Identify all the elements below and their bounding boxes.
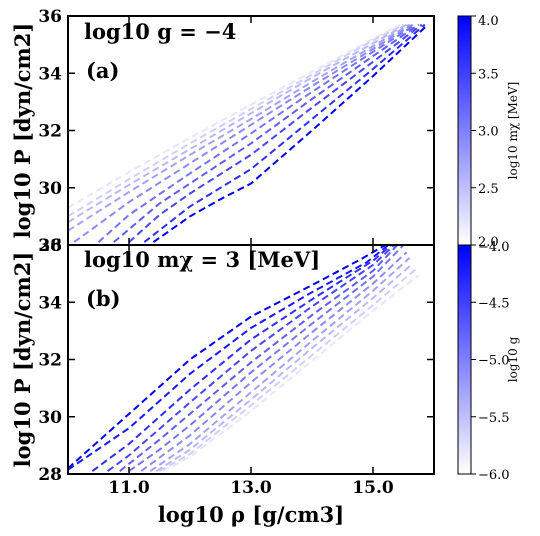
colorbar-b: −6.0 −5.5 −5.0 −4.5 −4.0 log10 g	[457, 240, 520, 483]
panel-a-annotation: log10 g = −4	[84, 19, 236, 44]
cbtick-label-a-0: 2.0	[478, 235, 499, 250]
ytick-label-a-4: 36	[38, 7, 62, 27]
series-line-a-1	[68, 23, 404, 218]
series-line-b-7	[149, 257, 411, 472]
series-line-b-9	[159, 268, 417, 472]
colorbar-a-gradient	[457, 15, 472, 246]
colorbar-b-gradient	[457, 244, 472, 475]
ytick-label-b-4: 36	[38, 236, 62, 256]
ytick-label-a-3: 34	[38, 64, 62, 84]
ytick-label-a-1: 30	[38, 179, 62, 199]
series-line-a-6	[113, 23, 420, 243]
cbtick-label-a-4: 4.0	[478, 14, 499, 29]
cbtick-label-b-2: −5.0	[478, 354, 510, 369]
panel-b-xlabel: log10 ρ [g/cm3]	[158, 502, 344, 527]
panel-a-label: (a)	[86, 58, 119, 83]
series-line-b-10	[162, 274, 420, 472]
panel-a-frame	[67, 15, 435, 246]
series-line-b-0	[68, 245, 386, 470]
series-line-b-5	[128, 245, 405, 472]
cbtick-label-b-0: −6.0	[478, 468, 510, 483]
series-line-a-5	[97, 23, 417, 243]
cbtick-label-b-1: −5.5	[478, 411, 510, 426]
ytick-label-a-2: 32	[38, 122, 62, 142]
series-line-b-6	[140, 251, 408, 472]
xtick-label-b-1: 13.0	[230, 478, 272, 498]
series-line-b-8	[155, 262, 414, 472]
cbtick-label-b-4: −4.0	[478, 240, 510, 255]
cbtick-label-b-3: −4.5	[478, 296, 510, 311]
ytick-label-b-0: 28	[38, 465, 62, 485]
panel-b-frame	[67, 244, 435, 475]
ytick-label-b-2: 32	[38, 351, 62, 371]
panel-b: 28 30 32 34 36 11.0 13.0 15.0 log10 mχ = 3 [MeV…	[10, 236, 435, 527]
cbtick-label-a-3: 3.5	[478, 67, 499, 82]
colorbar-a: 2.0 2.5 3.0 3.5 4.0 log10 mχ [MeV]	[457, 14, 520, 250]
series-line-b-2	[91, 245, 392, 472]
series-line-a-4	[73, 23, 414, 243]
panel-b-label: (b)	[86, 286, 121, 311]
series-line-a-2	[68, 23, 408, 223]
colorbar-b-label: log10 g	[506, 336, 520, 382]
series-line-a-9	[152, 23, 429, 243]
series-line-b-1	[68, 245, 389, 471]
colorbar-b-ticks: −6.0 −5.5 −5.0 −4.5 −4.0	[471, 240, 510, 483]
series-line-a-8	[143, 23, 426, 243]
ticks-a: 28 30 32 34 36	[38, 7, 434, 256]
panel-b-ylabel: log10 P [dyn/cm2]	[10, 252, 35, 468]
xtick-label-b-2: 15.0	[352, 478, 394, 498]
panel-b-annotation: log10 mχ = 3 [MeV]	[84, 247, 320, 272]
cbtick-label-a-2: 3.0	[478, 125, 499, 140]
series-line-a-3	[68, 23, 411, 232]
series-line-b-3	[107, 245, 395, 472]
panel-a-ylabel: log10 P [dyn/cm2]	[10, 23, 35, 239]
series-group-b	[68, 245, 420, 472]
colorbar-a-label: log10 mχ [MeV]	[506, 82, 520, 180]
ytick-label-b-3: 34	[38, 293, 62, 313]
cbtick-label-a-1: 2.5	[478, 182, 499, 197]
series-group-a	[68, 23, 429, 243]
series-line-b-4	[119, 245, 399, 472]
xtick-label-b-0: 11.0	[108, 478, 150, 498]
ytick-label-b-1: 30	[38, 408, 62, 428]
ytick-label-a-0: 28	[38, 236, 62, 256]
colorbar-a-ticks: 2.0 2.5 3.0 3.5 4.0	[471, 14, 499, 250]
series-line-a-0	[68, 23, 401, 209]
panel-a: 28 30 32 34 36 log10 g = −4 (a) log10 P [dyn…	[10, 7, 435, 256]
series-line-a-7	[128, 23, 423, 243]
ticks-b: 28 30 32 34 36 11.0 13.0 15.0	[38, 236, 434, 498]
